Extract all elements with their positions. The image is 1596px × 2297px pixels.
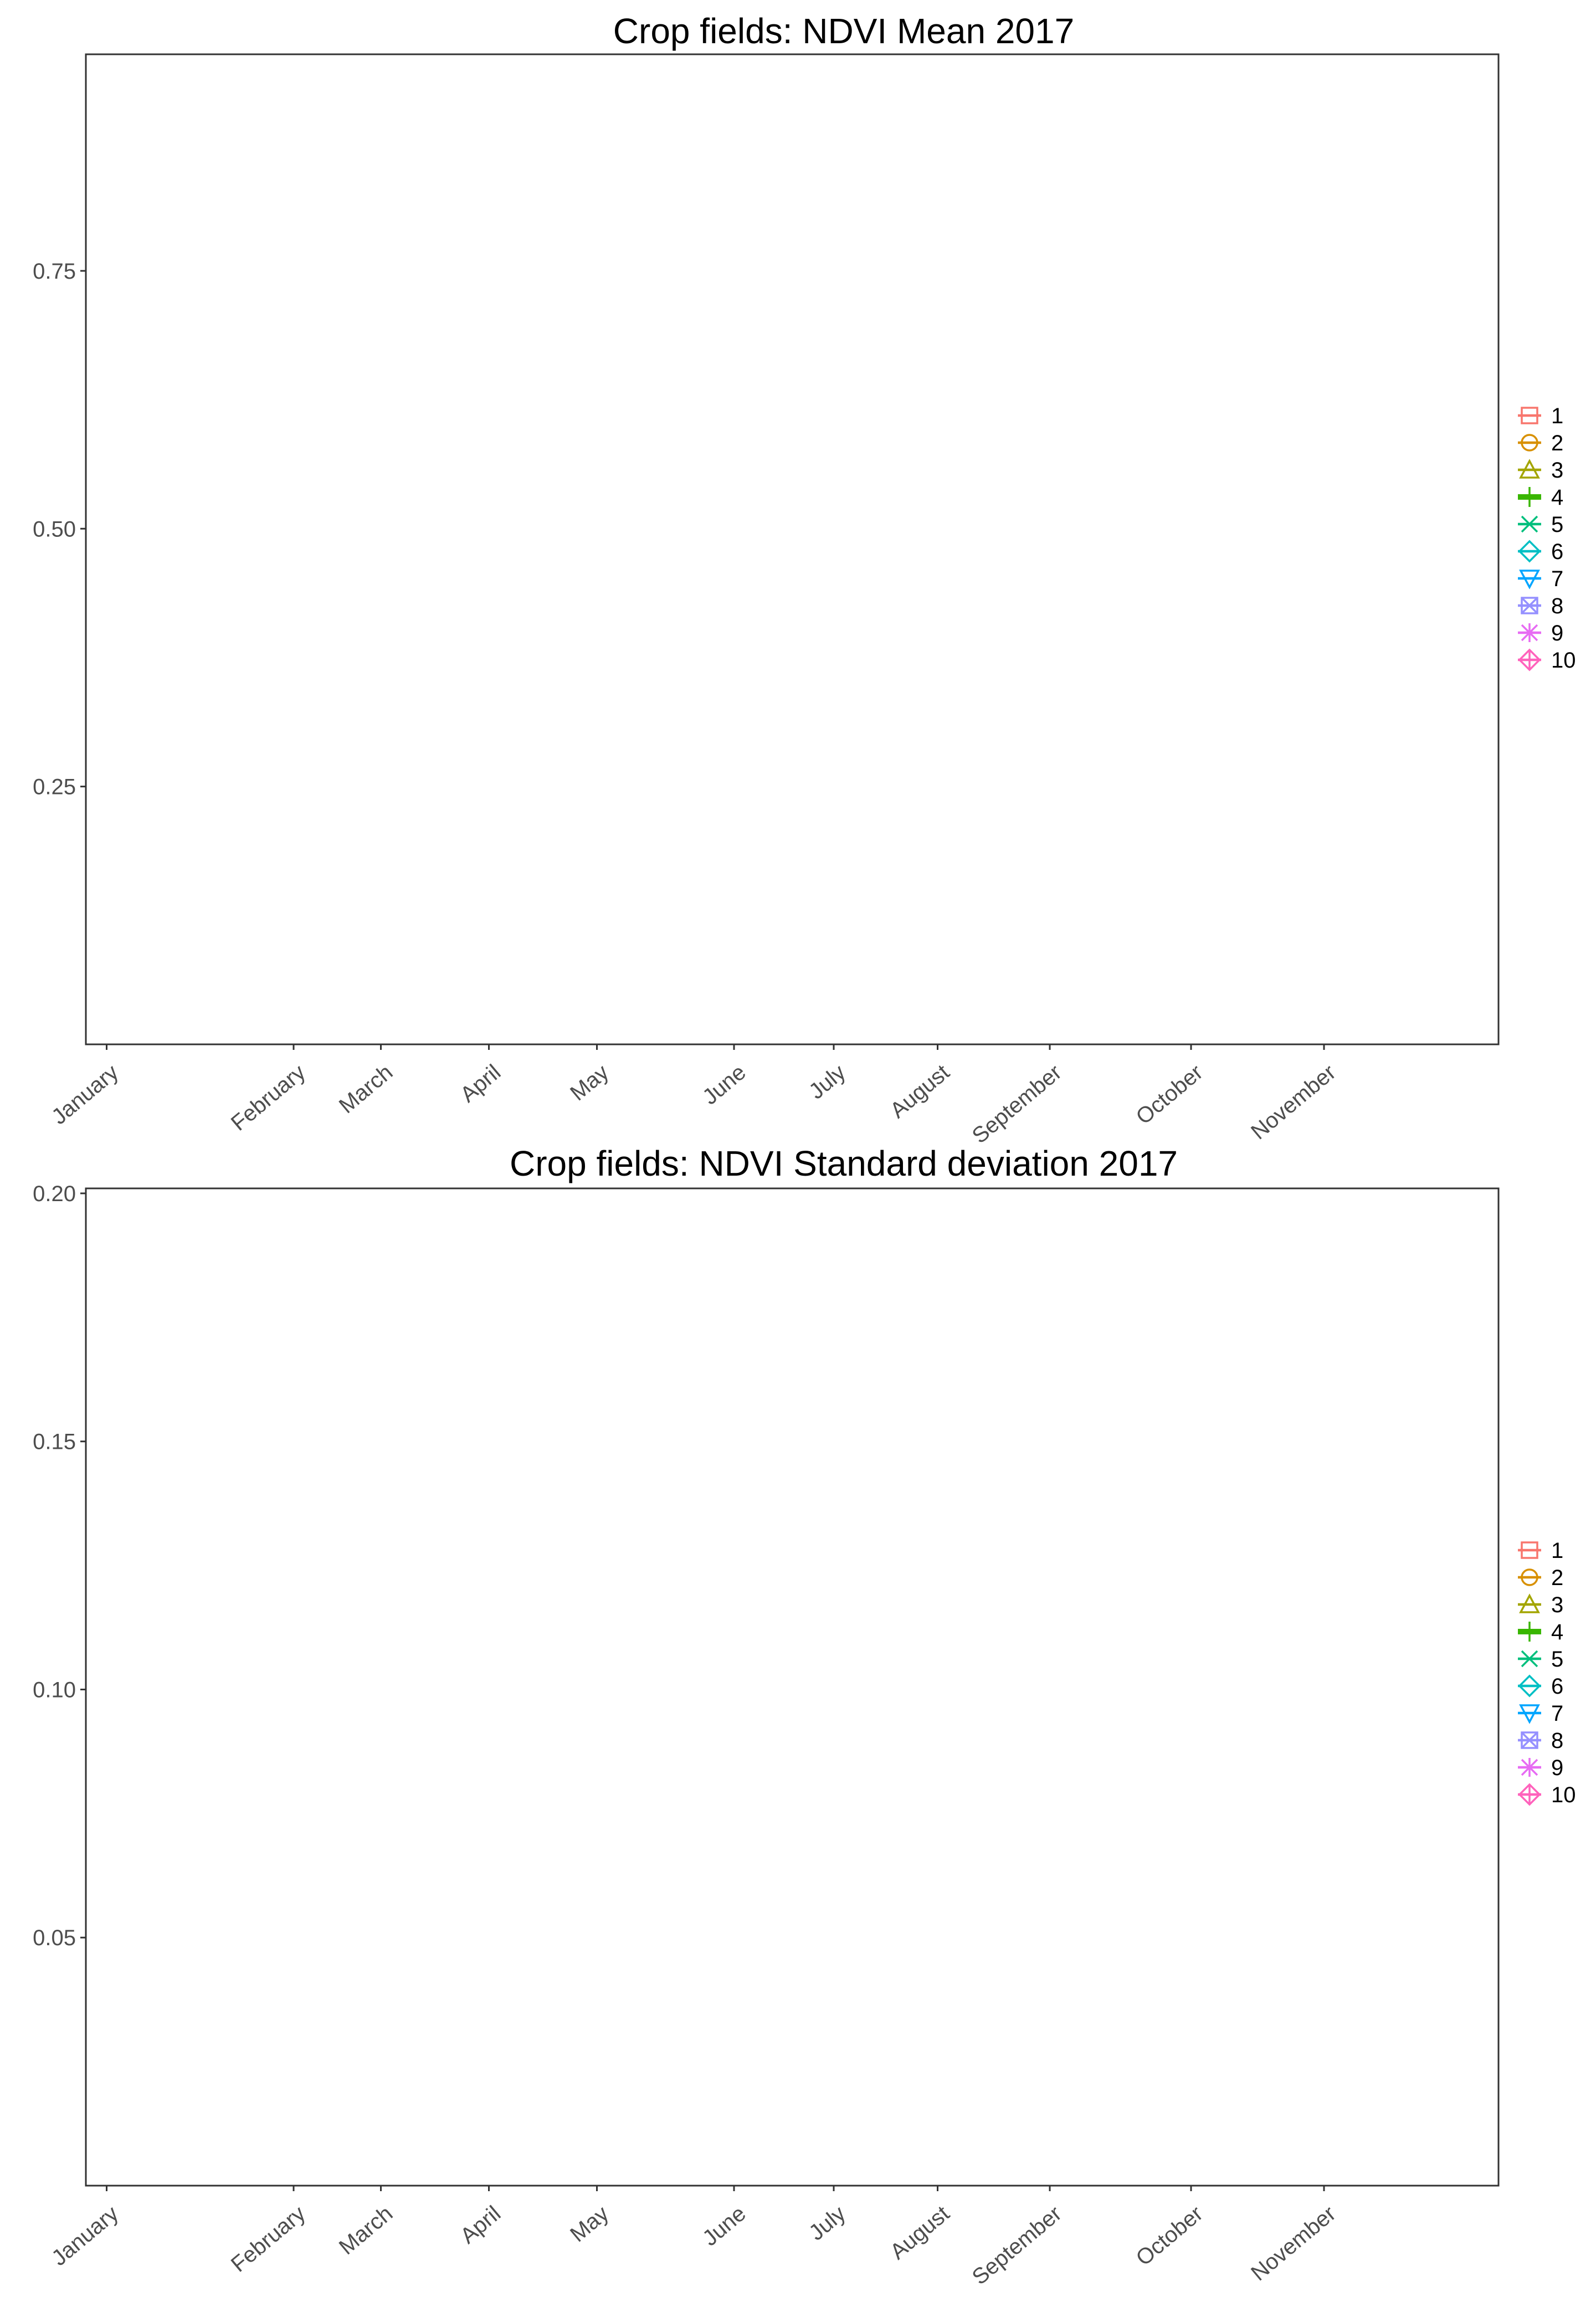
legend-key-marker	[1521, 1650, 1538, 1668]
y-tick-label: 0.50	[33, 517, 76, 541]
legend-key-marker	[1521, 1758, 1538, 1777]
legend-label: 1	[1551, 404, 1563, 428]
legend-item: 7	[1518, 567, 1563, 591]
panel-border	[85, 1187, 1500, 2187]
legend-label: 2	[1551, 1566, 1563, 1590]
legend-label: 4	[1551, 1620, 1563, 1644]
legend-item: 10	[1518, 1783, 1576, 1807]
y-tick-label: 0.15	[33, 1430, 76, 1454]
legend-item: 9	[1518, 621, 1563, 645]
legend-key-marker	[1521, 1731, 1538, 1749]
legend-item: 9	[1518, 1756, 1563, 1780]
legend-key-marker	[1518, 1783, 1541, 1806]
legend-item: 1	[1518, 404, 1563, 428]
legend-item: 2	[1518, 1566, 1563, 1590]
legend-key-marker	[1519, 1704, 1540, 1724]
y-tick-label: 0.75	[33, 259, 76, 284]
legend-key-marker	[1521, 407, 1538, 424]
legend-label: 9	[1551, 621, 1563, 645]
legend-item: 2	[1518, 431, 1563, 455]
legend-label: 1	[1551, 1539, 1563, 1563]
panel-border	[85, 53, 1500, 1045]
ndvi-sd-chart: Crop fields: NDVI Standard deviation 201…	[33, 1144, 1576, 2290]
legend-key-marker	[1518, 540, 1541, 563]
legend-item: 1	[1518, 1539, 1563, 1563]
legend-label: 8	[1551, 1729, 1563, 1753]
legend-item: 6	[1518, 540, 1563, 564]
legend-item: 4	[1518, 1620, 1563, 1644]
y-tick-label: 0.20	[33, 1182, 76, 1206]
legend-key-marker	[1519, 570, 1540, 589]
legend-key-marker	[1518, 1674, 1541, 1698]
legend-label: 5	[1551, 1647, 1563, 1672]
legend-key-marker	[1520, 487, 1539, 507]
legend-label: 10	[1551, 648, 1576, 673]
legend-key-marker	[1521, 1541, 1538, 1559]
legend-item: 3	[1518, 458, 1563, 483]
legend-label: 5	[1551, 512, 1563, 537]
y-tick-label: 0.10	[33, 1678, 76, 1702]
legend-key-marker	[1521, 597, 1538, 614]
legend-item: 5	[1518, 512, 1563, 537]
y-tick-label: 0.05	[33, 1926, 76, 1950]
legend-key-marker	[1521, 623, 1538, 642]
legend-key-marker	[1521, 434, 1538, 452]
legend-label: 7	[1551, 1701, 1563, 1726]
y-tick-label: 0.25	[33, 775, 76, 799]
legend-key-marker	[1519, 1593, 1540, 1613]
chart-title: Crop fields: NDVI Standard deviation 201…	[510, 1144, 1178, 1183]
legend: 1 2 345 6 7 8 9 10	[1518, 404, 1576, 673]
legend-item: 8	[1518, 1729, 1563, 1753]
legend-item: 3	[1518, 1593, 1563, 1617]
legend-key-marker	[1518, 648, 1541, 671]
legend-item: 8	[1518, 594, 1563, 618]
legend-item: 7	[1518, 1701, 1563, 1726]
legend-label: 6	[1551, 1674, 1563, 1699]
legend-item: 6	[1518, 1674, 1563, 1699]
legend-label: 9	[1551, 1756, 1563, 1780]
legend-label: 3	[1551, 458, 1563, 483]
legend-label: 4	[1551, 485, 1563, 510]
legend-label: 6	[1551, 540, 1563, 564]
legend-key-marker	[1521, 515, 1538, 533]
legend-label: 7	[1551, 567, 1563, 591]
legend-key-marker	[1521, 1568, 1538, 1586]
legend-key-marker	[1520, 1622, 1539, 1642]
legend: 1 2 3 4 567 8 9 10	[1518, 1539, 1576, 1807]
ndvi-mean-chart: Crop fields: NDVI Mean 2017 0.25 0.50 0.75…	[33, 11, 1576, 1148]
legend-item: 5	[1518, 1647, 1563, 1672]
legend-label: 3	[1551, 1593, 1563, 1617]
legend-label: 8	[1551, 594, 1563, 618]
legend-item: 10	[1518, 648, 1576, 673]
legend-item: 4	[1518, 485, 1563, 510]
legend-label: 10	[1551, 1783, 1576, 1807]
chart-title: Crop fields: NDVI Mean 2017	[613, 11, 1074, 51]
legend-label: 2	[1551, 431, 1563, 455]
legend-key-marker	[1519, 459, 1540, 479]
